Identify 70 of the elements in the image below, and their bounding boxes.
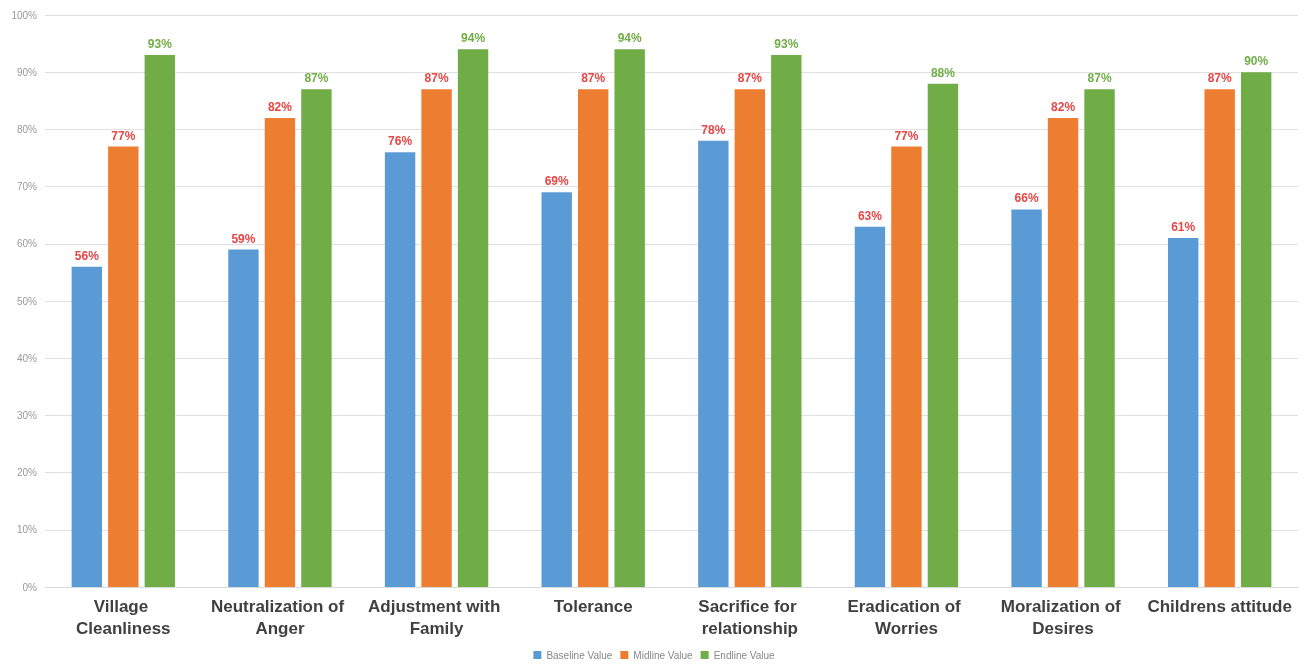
y-tick-label: 40%	[16, 352, 38, 364]
bar	[1047, 117, 1079, 587]
bar	[541, 192, 572, 587]
data-label: 87%	[1207, 71, 1233, 86]
x-tick-label: Eradication of Worries	[847, 596, 966, 638]
bar	[927, 83, 959, 587]
x-tick-label: Tolerance	[553, 596, 633, 616]
data-label: 82%	[267, 99, 293, 114]
data-label: 77%	[111, 128, 136, 143]
data-label: 87%	[304, 71, 329, 86]
x-tick-label: Neutralization of Anger	[210, 596, 349, 638]
legend-label: Baseline Value	[546, 649, 613, 661]
y-tick-label: 10%	[16, 524, 38, 536]
y-tick-label: 20%	[16, 467, 38, 479]
bar	[264, 117, 296, 587]
data-label: 63%	[857, 208, 883, 223]
data-label: 78%	[701, 122, 726, 137]
bar	[854, 226, 886, 587]
x-tick-label: Adjustment with Family	[368, 596, 506, 638]
bar	[108, 146, 139, 587]
bar	[734, 89, 766, 587]
data-label: 87%	[1087, 71, 1112, 86]
bar	[771, 55, 802, 587]
bar	[1240, 72, 1272, 587]
y-tick-label: 90%	[16, 66, 38, 78]
x-tick-label: Sacrifice for relationship	[698, 596, 802, 638]
data-label: 94%	[617, 31, 642, 46]
data-label: 77%	[894, 128, 919, 143]
bar	[1011, 209, 1042, 587]
bar	[144, 55, 175, 587]
y-tick-label: 30%	[16, 409, 38, 421]
x-tick-label: Moralization of Desires	[1000, 596, 1126, 638]
legend-label: Midline Value	[633, 649, 694, 661]
data-label: 94%	[461, 31, 486, 46]
bar	[457, 49, 489, 587]
y-tick-label: 70%	[16, 181, 38, 193]
data-label: 56%	[74, 248, 100, 263]
data-label: 90%	[1244, 54, 1269, 69]
bar	[301, 89, 332, 587]
x-tick-label: Village Cleanliness	[76, 596, 171, 638]
bar	[1084, 89, 1115, 587]
bar	[228, 249, 259, 587]
y-tick-label: 80%	[16, 123, 38, 135]
bar	[71, 266, 103, 587]
bar	[384, 152, 416, 587]
y-tick-label: 50%	[16, 295, 38, 307]
x-tick-label: Childrens attitude	[1147, 596, 1292, 616]
data-label: 59%	[231, 231, 256, 246]
bar	[1168, 238, 1199, 587]
data-label: 69%	[544, 174, 570, 189]
bar	[421, 89, 452, 587]
y-tick-label: 0%	[22, 581, 38, 593]
bar	[614, 49, 645, 587]
y-tick-label: 60%	[16, 238, 38, 250]
legend-label: Endline Value	[713, 649, 776, 661]
bar	[577, 89, 609, 587]
y-tick-label: 100%	[11, 9, 38, 21]
data-label: 93%	[774, 37, 799, 52]
data-label: 87%	[581, 71, 606, 86]
data-label: 93%	[147, 37, 173, 52]
data-label: 61%	[1171, 220, 1196, 235]
data-label: 76%	[388, 134, 413, 149]
bar	[891, 146, 922, 587]
data-label: 88%	[930, 65, 956, 80]
data-label: 87%	[737, 71, 763, 86]
data-label: 66%	[1014, 191, 1039, 206]
data-label: 82%	[1051, 99, 1076, 114]
bar	[1204, 89, 1235, 587]
data-label: 87%	[424, 71, 449, 86]
bar	[698, 140, 729, 587]
